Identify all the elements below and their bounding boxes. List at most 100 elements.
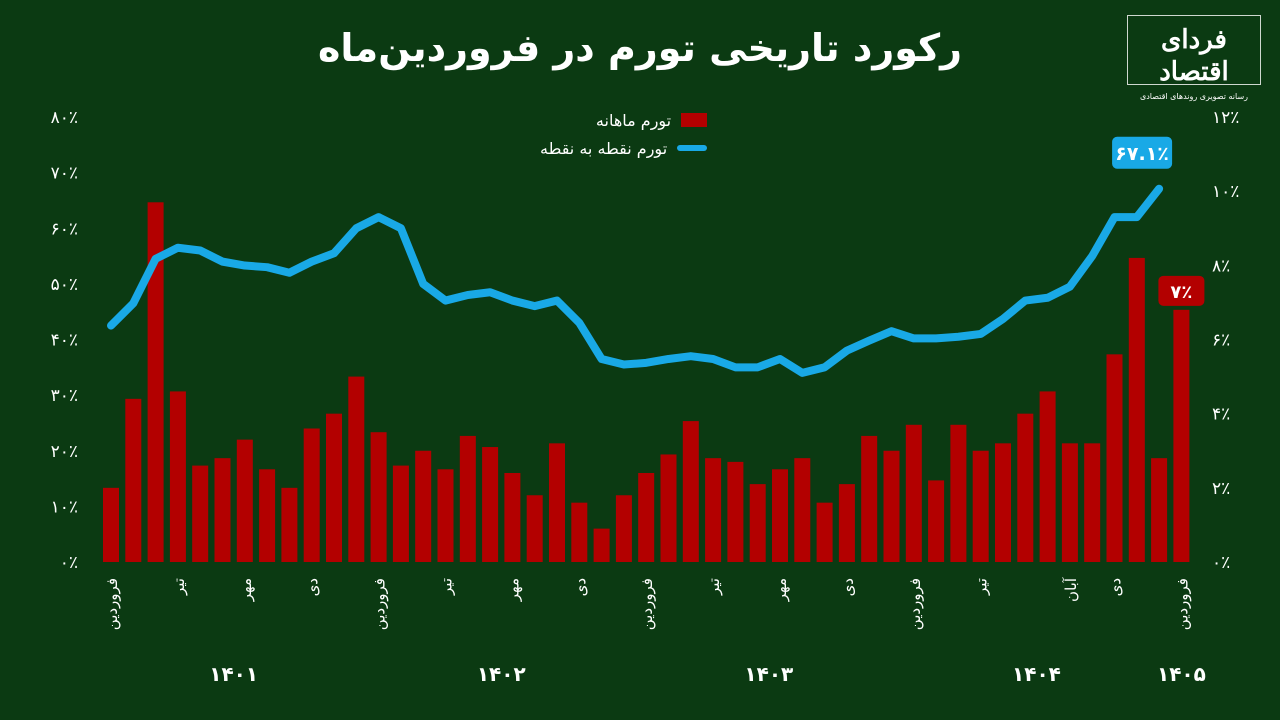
monthly-inflation-bar <box>348 376 365 562</box>
y-right-tick-label: ۸٪ <box>1212 256 1230 276</box>
x-year-label: ۱۴۰۳ <box>744 662 793 686</box>
y-right-tick-label: ۲٪ <box>1212 479 1230 499</box>
monthly-inflation-bar <box>415 450 432 562</box>
line-annotation-label: ۶۷.۱٪ <box>1115 143 1169 165</box>
y-right-tick-label: ۱۲٪ <box>1212 108 1239 128</box>
legend-label-monthly: تورم ماهانه <box>595 110 672 130</box>
y-left-tick-label: ۵۰٪ <box>51 275 78 295</box>
x-month-label: تیر <box>170 578 188 596</box>
legend-bar-swatch <box>681 113 708 127</box>
monthly-inflation-bar <box>482 447 499 562</box>
monthly-inflation-bar <box>1061 443 1078 562</box>
monthly-inflation-bar <box>928 480 945 562</box>
x-year-label: ۱۴۰۲ <box>477 662 526 686</box>
x-month-label: مهر <box>504 578 522 602</box>
monthly-inflation-bar <box>816 502 833 562</box>
monthly-inflation-bar <box>392 465 409 562</box>
y-right-tick-label: ۰٪ <box>1212 553 1230 573</box>
x-month-label: فروردین <box>371 578 389 630</box>
bar-annotation-label: ۷٪ <box>1170 282 1192 303</box>
monthly-inflation-bar <box>549 443 565 562</box>
x-month-label: تیر <box>705 578 723 596</box>
point-to-point-inflation-line <box>107 184 1164 377</box>
monthly-inflation-bar <box>1084 443 1101 562</box>
y-left-tick-label: ۰٪ <box>60 553 78 573</box>
monthly-inflation-bar <box>214 458 231 562</box>
monthly-inflation-bar <box>615 495 632 562</box>
monthly-inflation-bar <box>303 428 320 562</box>
x-month-label: فروردین <box>103 578 121 630</box>
x-month-label: آبان <box>1062 577 1080 602</box>
monthly-inflation-bar <box>103 487 119 562</box>
chart-title: رکورد تاریخی تورم در فروردین‌ماه <box>317 26 962 70</box>
brand-logo: فردای اقتصاد رسانه تصویری روندهای اقتصاد… <box>1127 15 1261 101</box>
x-month-label: تیر <box>438 578 456 596</box>
logo-name: فردای اقتصاد <box>1159 25 1229 87</box>
x-month-label: دی <box>839 578 857 596</box>
monthly-inflation-bar <box>950 424 967 562</box>
x-month-label: فروردین <box>906 578 924 630</box>
monthly-inflation-bar <box>192 465 209 562</box>
monthly-inflation-bar <box>259 469 276 562</box>
monthly-inflation-bar <box>705 458 722 562</box>
monthly-inflation-bar <box>838 484 855 562</box>
legend-line-swatch <box>677 145 708 151</box>
monthly-inflation-bar <box>326 413 342 562</box>
x-month-label: فروردین <box>1173 578 1191 630</box>
bar-end-annotation: ۷٪ <box>1158 275 1205 306</box>
legend-label-point: تورم نقطه به نقطه <box>540 138 668 158</box>
monthly-inflation-bar <box>169 391 186 562</box>
monthly-inflation-bar <box>660 454 677 562</box>
monthly-inflation-bar <box>972 450 989 562</box>
x-month-label: مهر <box>772 578 790 602</box>
y-left-tick-label: ۱۰٪ <box>51 497 78 517</box>
x-year-label: ۱۴۰۵ <box>1157 662 1206 686</box>
monthly-inflation-bar <box>682 421 699 562</box>
monthly-inflation-bar <box>526 495 543 562</box>
y-left-tick-label: ۴۰٪ <box>51 331 78 351</box>
monthly-inflation-bar <box>459 435 476 562</box>
monthly-inflation-bar <box>1106 354 1123 562</box>
x-month-label: دی <box>571 578 589 596</box>
monthly-inflation-bar <box>727 461 744 562</box>
monthly-inflation-bar <box>125 398 142 562</box>
monthly-inflation-bar <box>794 458 811 562</box>
x-year-label: ۱۴۰۱ <box>209 662 258 686</box>
line-annotation-box <box>1112 136 1173 169</box>
y-right-tick-label: ۴٪ <box>1212 405 1230 425</box>
y-left-tick-label: ۶۰٪ <box>51 219 78 239</box>
monthly-inflation-bar <box>504 473 521 562</box>
monthly-inflation-bar <box>638 473 655 562</box>
y-right-tick-label: ۶٪ <box>1212 331 1230 351</box>
monthly-inflation-bar <box>772 469 788 562</box>
monthly-inflation-bar <box>861 435 878 562</box>
monthly-inflation-bar <box>883 450 900 562</box>
monthly-inflation-bar <box>437 469 454 562</box>
monthly-inflation-bar <box>1039 391 1056 562</box>
x-month-label: تیر <box>973 578 991 596</box>
y-left-tick-label: ۲۰٪ <box>51 442 78 462</box>
x-month-label: مهر <box>237 578 255 602</box>
monthly-inflation-bar <box>236 439 253 562</box>
legend-item-monthly: تورم ماهانه <box>540 106 708 134</box>
x-month-label: فروردین <box>638 578 656 630</box>
monthly-inflation-bar <box>1173 309 1190 562</box>
line-end-annotation: ۶۷.۱٪ <box>1112 136 1173 169</box>
monthly-inflation-bar <box>995 443 1011 562</box>
monthly-inflation-bar <box>1017 413 1034 562</box>
monthly-inflation-bar <box>749 484 766 562</box>
bar-annotation-box <box>1158 275 1205 306</box>
x-year-label: ۱۴۰۴ <box>1012 662 1061 686</box>
y-left-tick-label: ۸۰٪ <box>51 108 78 128</box>
y-right-tick-label: ۱۰٪ <box>1212 182 1239 202</box>
monthly-inflation-bar <box>905 424 922 562</box>
chart-legend: تورم ماهانه تورم نقطه به نقطه <box>540 106 708 162</box>
monthly-inflation-bar <box>147 202 164 562</box>
monthly-inflation-bar <box>370 432 387 562</box>
x-month-label: دی <box>1107 578 1125 596</box>
x-month-label: دی <box>304 578 322 596</box>
y-left-tick-label: ۳۰٪ <box>51 386 78 406</box>
legend-item-point: تورم نقطه به نقطه <box>540 134 708 162</box>
monthly-inflation-bar <box>571 502 588 562</box>
